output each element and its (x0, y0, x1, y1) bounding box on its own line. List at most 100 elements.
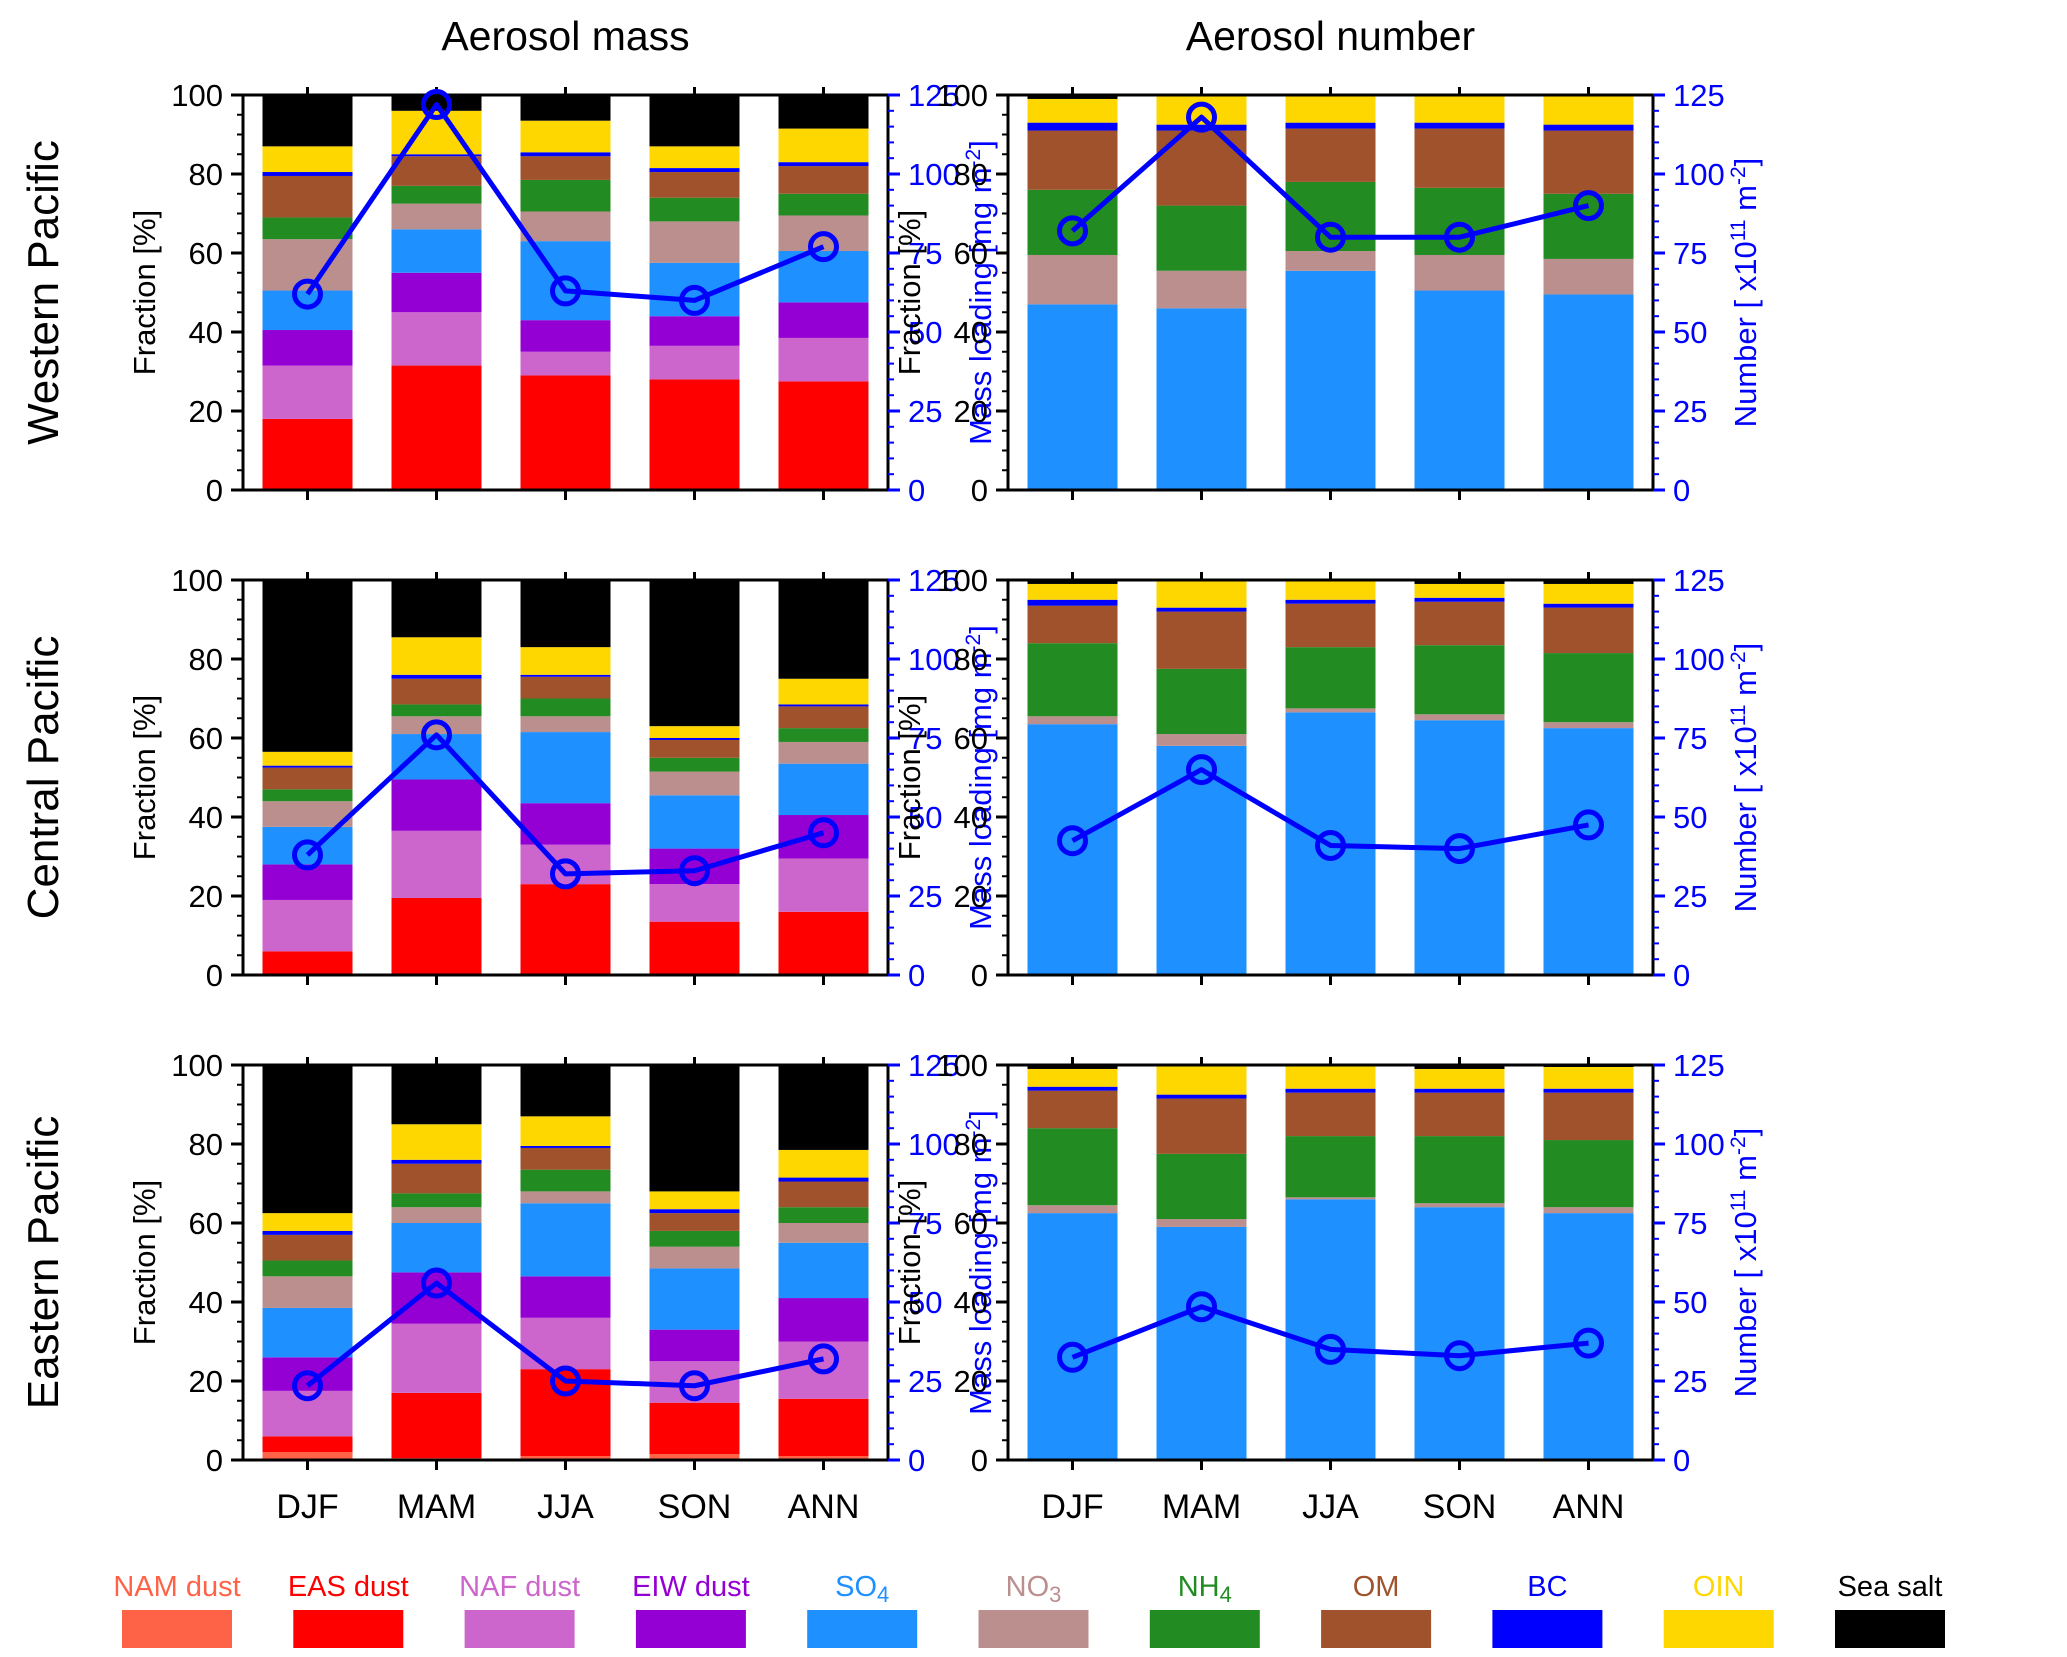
mass-loading-marker-mam (421, 88, 452, 120)
bar-segment-no3-djf (262, 801, 353, 827)
bar-segment-nh4-djf (262, 217, 353, 240)
bar-segment-eas-dust-jja (520, 884, 611, 975)
bar-segment-no3-son (1414, 714, 1505, 721)
bar-segment-bc-ann (778, 704, 869, 707)
bar-segment-sea-salt-djf (262, 1065, 353, 1214)
category-label-son: SON (658, 1488, 732, 1526)
right-tick-label: 50 (908, 1285, 942, 1320)
category-label-ann: ANN (1553, 1488, 1625, 1526)
bar-segment-so4-mam (391, 1223, 482, 1273)
bar-segment-oin-jja (1285, 1065, 1376, 1089)
bar-segment-oin-djf (1027, 583, 1118, 600)
left-tick-label: 100 (171, 1048, 223, 1083)
bar-segment-oin-djf (1027, 98, 1118, 123)
legend-label: Sea salt (1838, 1571, 1943, 1603)
left-tick-label: 80 (189, 642, 223, 677)
bar-segment-so4-son (1414, 1207, 1505, 1460)
bar-segment-nh4-ann (1543, 653, 1634, 723)
legend-item-no3: NO3 (978, 1571, 1089, 1648)
right-tick-label: 0 (908, 473, 925, 508)
row-title-western-pacific: Western Pacific (19, 140, 68, 445)
bar-segment-om-son (1414, 128, 1505, 188)
bar-segment-oin-ann (778, 128, 869, 163)
bar-segment-no3-son (649, 1246, 740, 1269)
category-label-ann: ANN (788, 1488, 860, 1526)
mass-loading-marker-mam (421, 719, 452, 751)
bar-segment-om-mam (391, 678, 482, 705)
bar-segment-oin-jja (1285, 95, 1376, 123)
legend-label: EIW dust (632, 1571, 750, 1603)
right-tick-label: 75 (908, 1206, 942, 1241)
bar-segment-eas-dust-jja (520, 375, 611, 490)
bar-segment-bc-son (1414, 597, 1505, 602)
bar-segment-so4-djf (1027, 1213, 1118, 1460)
bar-segment-no3-mam (391, 1207, 482, 1223)
bar-segment-eiw-dust-jja (520, 803, 611, 845)
bar-segment-eiw-dust-mam (391, 272, 482, 313)
right-tick-label: 25 (908, 1364, 942, 1399)
bar-segment-so4-jja (520, 1203, 611, 1277)
left-tick-label: 80 (954, 642, 988, 677)
bar-segment-om-ann (778, 166, 869, 194)
bar-segment-nam-dust-ann (778, 1456, 869, 1460)
bar-segment-sea-salt-djf (1027, 95, 1118, 99)
bar-segment-naf-dust-jja (520, 1317, 611, 1370)
bar-segment-bc-son (649, 168, 740, 173)
bar-segment-bc-djf (262, 1230, 353, 1235)
left-axis-label: Fraction [%] (127, 210, 162, 375)
bar-segment-bc-jja (1285, 599, 1376, 604)
bar-segment-sea-salt-ann (778, 95, 869, 129)
bar-segment-om-son (649, 739, 740, 758)
bar-segment-sea-salt-djf (1027, 1065, 1118, 1069)
bar-segment-so4-mam (391, 734, 482, 780)
right-tick-label: 75 (1673, 721, 1707, 756)
bar-segment-nh4-mam (391, 185, 482, 204)
bar-segment-oin-son (1414, 95, 1505, 123)
bar-segment-no3-mam (1156, 270, 1247, 309)
legend-label: NAF dust (459, 1571, 580, 1603)
legend-swatch (1321, 1610, 1432, 1648)
legend-item-oin: OIN (1663, 1571, 1774, 1648)
bar-segment-no3-ann (1543, 1207, 1634, 1214)
right-tick-label: 0 (908, 1443, 925, 1478)
left-tick-label: 40 (954, 1285, 988, 1320)
bar-segment-nh4-ann (1543, 193, 1634, 259)
bar-segment-eas-dust-djf (262, 418, 353, 490)
category-label-mam: MAM (1162, 1488, 1241, 1526)
number-line (1071, 767, 1589, 852)
bar-segment-eas-dust-ann (778, 911, 869, 975)
right-tick-label: 75 (1673, 236, 1707, 271)
legend-swatch (464, 1610, 575, 1648)
left-tick-label: 100 (171, 78, 223, 113)
right-tick-label: 25 (1673, 879, 1707, 914)
bar-segment-nh4-jja (520, 1169, 611, 1192)
bar-segment-nh4-son (649, 757, 740, 772)
mass-loading-marker-jja (550, 1365, 581, 1397)
bar-segment-no3-ann (1543, 722, 1634, 729)
bar-segment-no3-son (1414, 1203, 1505, 1208)
bar-segment-nh4-ann (1543, 1140, 1634, 1208)
bar-segment-nh4-jja (520, 179, 611, 212)
bar-segment-bc-djf (1027, 599, 1118, 606)
bar-segment-oin-ann (1543, 583, 1634, 604)
legend-label: BC (1527, 1571, 1567, 1603)
bar-segment-bc-jja (520, 1145, 611, 1148)
bar-segment-om-djf (1027, 1090, 1118, 1129)
left-tick-label: 40 (954, 315, 988, 350)
bar-segment-eas-dust-ann (778, 381, 869, 490)
bar-segment-oin-son (1414, 1068, 1505, 1089)
mass-loading-line (305, 101, 825, 303)
bar-segment-eas-dust-mam (391, 897, 482, 975)
legend-item-naf-dust: NAF dust (459, 1571, 580, 1648)
bar-segment-oin-ann (1543, 1066, 1634, 1089)
mass-loading-marker-jja (550, 275, 581, 307)
bar-segment-bc-djf (1027, 1086, 1118, 1091)
bar-segment-so4-son (649, 795, 740, 849)
mass-loading-marker-jja (550, 858, 581, 890)
bar-segment-no3-jja (1285, 708, 1376, 713)
bar-segment-om-djf (262, 175, 353, 218)
